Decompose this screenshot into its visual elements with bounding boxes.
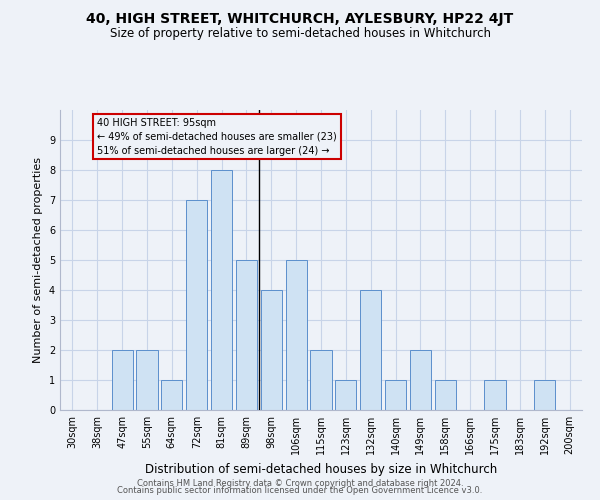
Bar [112, 350, 133, 410]
Bar [286, 260, 307, 410]
Bar [410, 350, 431, 410]
Y-axis label: Number of semi-detached properties: Number of semi-detached properties [34, 157, 43, 363]
Text: Size of property relative to semi-detached houses in Whitchurch: Size of property relative to semi-detach… [110, 28, 491, 40]
Bar [534, 380, 555, 410]
Bar [484, 380, 506, 410]
Bar [335, 380, 356, 410]
Bar [435, 380, 456, 410]
X-axis label: Distribution of semi-detached houses by size in Whitchurch: Distribution of semi-detached houses by … [145, 462, 497, 475]
Bar [385, 380, 406, 410]
Text: 40 HIGH STREET: 95sqm
← 49% of semi-detached houses are smaller (23)
51% of semi: 40 HIGH STREET: 95sqm ← 49% of semi-deta… [97, 118, 337, 156]
Text: 40, HIGH STREET, WHITCHURCH, AYLESBURY, HP22 4JT: 40, HIGH STREET, WHITCHURCH, AYLESBURY, … [86, 12, 514, 26]
Text: Contains public sector information licensed under the Open Government Licence v3: Contains public sector information licen… [118, 486, 482, 495]
Bar [236, 260, 257, 410]
Bar [261, 290, 282, 410]
Bar [186, 200, 207, 410]
Bar [310, 350, 332, 410]
Bar [136, 350, 158, 410]
Text: Contains HM Land Registry data © Crown copyright and database right 2024.: Contains HM Land Registry data © Crown c… [137, 478, 463, 488]
Bar [161, 380, 182, 410]
Bar [211, 170, 232, 410]
Bar [360, 290, 381, 410]
